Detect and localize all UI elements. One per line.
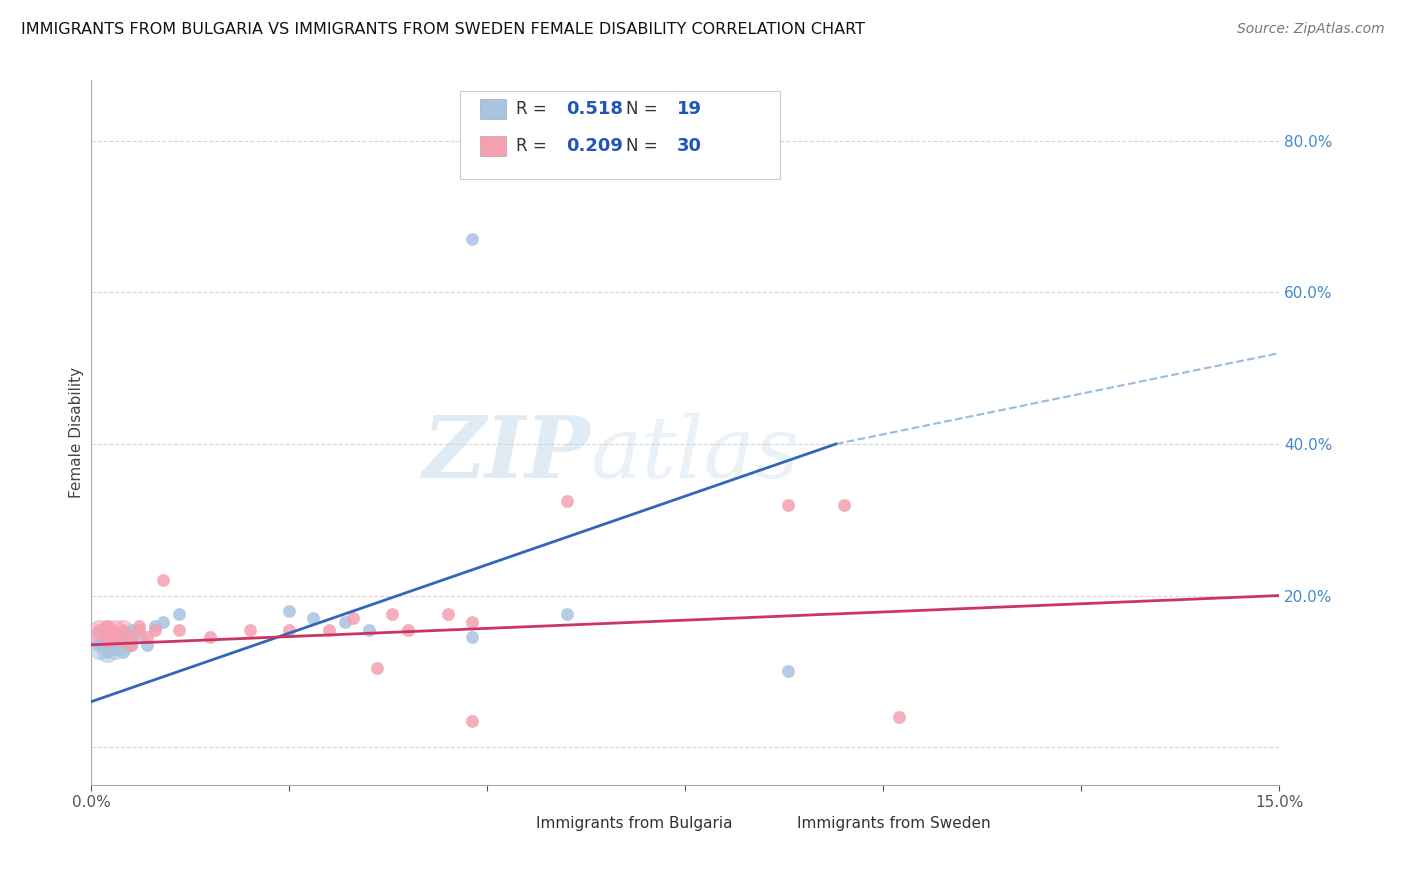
Point: [89, 634, 111, 648]
Point: [778, 498, 800, 512]
Point: [112, 638, 135, 652]
Point: [96, 645, 118, 659]
Point: [143, 619, 166, 633]
Point: [104, 623, 127, 637]
Point: [104, 630, 127, 644]
Point: [460, 714, 482, 728]
Point: [96, 623, 118, 637]
Point: [152, 574, 174, 588]
Text: N =: N =: [626, 100, 658, 118]
Bar: [495, 817, 529, 830]
Text: 19: 19: [678, 100, 702, 118]
Point: [112, 630, 135, 644]
Point: [143, 623, 166, 637]
Point: [555, 607, 578, 622]
Point: [89, 623, 111, 637]
Point: [278, 623, 301, 637]
Point: [302, 611, 325, 625]
Point: [112, 645, 135, 659]
Text: Source: ZipAtlas.com: Source: ZipAtlas.com: [1237, 22, 1385, 37]
Point: [89, 638, 111, 652]
Point: [96, 634, 118, 648]
Point: [318, 623, 340, 637]
Text: Immigrants from Sweden: Immigrants from Sweden: [797, 816, 991, 831]
Point: [112, 623, 135, 637]
Point: [120, 623, 142, 637]
Point: [333, 615, 356, 629]
FancyBboxPatch shape: [460, 91, 780, 179]
Point: [152, 615, 174, 629]
Text: 30: 30: [678, 136, 702, 155]
Point: [778, 665, 800, 679]
Bar: [756, 817, 790, 830]
Text: 0.518: 0.518: [567, 100, 624, 118]
Point: [104, 641, 127, 656]
Point: [89, 623, 111, 637]
Bar: [479, 136, 506, 156]
Text: 0.209: 0.209: [567, 136, 623, 155]
Point: [460, 630, 482, 644]
Point: [120, 638, 142, 652]
Point: [135, 630, 157, 644]
Point: [555, 493, 578, 508]
Y-axis label: Female Disability: Female Disability: [69, 367, 84, 499]
Point: [96, 638, 118, 652]
Point: [104, 626, 127, 640]
Text: R =: R =: [516, 136, 547, 155]
Point: [460, 232, 482, 246]
Point: [239, 623, 262, 637]
Text: Immigrants from Bulgaria: Immigrants from Bulgaria: [536, 816, 733, 831]
Text: ZIP: ZIP: [423, 412, 591, 496]
Point: [381, 607, 404, 622]
Text: N =: N =: [626, 136, 658, 155]
Point: [135, 638, 157, 652]
Point: [104, 630, 127, 644]
Point: [128, 630, 150, 644]
Point: [104, 641, 127, 656]
Point: [120, 638, 142, 652]
Bar: [479, 99, 506, 119]
Point: [89, 630, 111, 644]
Point: [112, 630, 135, 644]
Point: [112, 634, 135, 648]
Point: [357, 623, 380, 637]
Point: [104, 634, 127, 648]
Point: [342, 611, 364, 625]
Point: [832, 498, 855, 512]
Point: [460, 615, 482, 629]
Point: [167, 607, 190, 622]
Point: [436, 607, 458, 622]
Point: [366, 660, 388, 674]
Point: [889, 710, 911, 724]
Point: [96, 630, 118, 644]
Point: [278, 604, 301, 618]
Point: [96, 645, 118, 659]
Point: [167, 623, 190, 637]
Point: [112, 623, 135, 637]
Point: [128, 619, 150, 633]
Text: atlas: atlas: [591, 412, 800, 495]
Text: IMMIGRANTS FROM BULGARIA VS IMMIGRANTS FROM SWEDEN FEMALE DISABILITY CORRELATION: IMMIGRANTS FROM BULGARIA VS IMMIGRANTS F…: [21, 22, 865, 37]
Point: [396, 623, 419, 637]
Point: [128, 623, 150, 637]
Point: [120, 630, 142, 644]
Point: [200, 630, 222, 644]
Text: R =: R =: [516, 100, 547, 118]
Point: [96, 619, 118, 633]
Point: [89, 641, 111, 656]
